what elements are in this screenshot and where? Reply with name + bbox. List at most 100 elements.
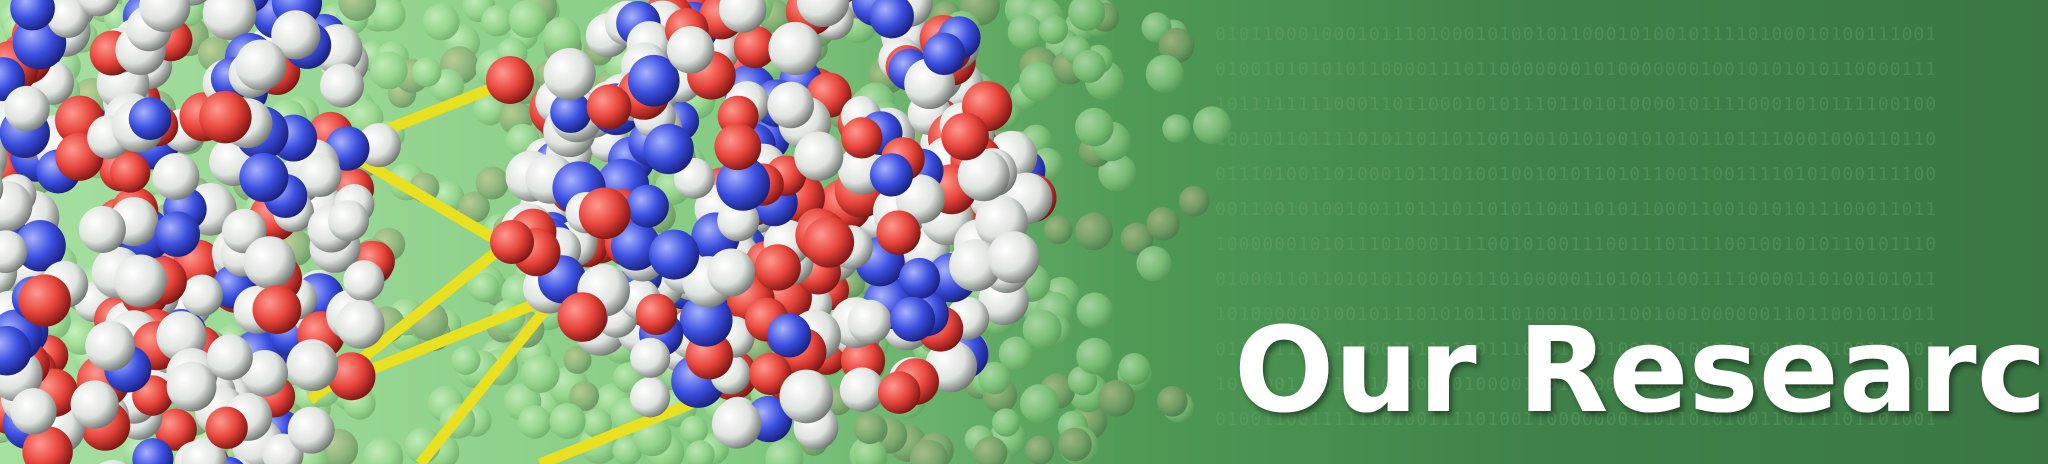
water-sphere — [1098, 379, 1135, 417]
atom — [899, 257, 941, 299]
atom — [327, 352, 376, 401]
atom — [4, 85, 50, 132]
binary-row: 0100101010101100001110110000000101000000… — [1215, 59, 1937, 80]
atom — [154, 211, 201, 257]
atom — [718, 0, 767, 33]
atom — [707, 248, 756, 297]
atom — [78, 206, 126, 253]
atom — [243, 236, 296, 289]
water-sphere — [371, 0, 406, 32]
water-sphere — [1178, 186, 1210, 217]
water-sphere — [1025, 435, 1055, 464]
atom — [288, 342, 337, 391]
atom — [635, 293, 678, 336]
atom — [679, 293, 733, 347]
atom — [139, 0, 191, 32]
water-sphere — [422, 3, 460, 41]
atom — [847, 299, 892, 344]
atom — [114, 254, 167, 308]
atom — [543, 48, 596, 101]
atom — [205, 406, 248, 450]
binary-row: 0111010011010001011101001001010110101100… — [1215, 164, 1937, 185]
water-sphere — [1193, 106, 1231, 145]
atom — [796, 0, 850, 27]
atom — [46, 0, 89, 38]
atom — [335, 300, 385, 349]
atom — [0, 180, 33, 232]
atom — [207, 334, 253, 381]
water-sphere — [518, 405, 552, 439]
water-sphere — [1157, 386, 1188, 417]
water-sphere — [1038, 14, 1069, 45]
water-sphere — [582, 408, 613, 439]
water-sphere — [992, 408, 1021, 437]
water-sphere — [1007, 14, 1044, 50]
binary-row: 1011111111000110110001010111011010100001… — [1215, 94, 1937, 115]
water-sphere — [909, 439, 949, 464]
binary-row: 1011001100100101001001000011011100010001… — [1215, 374, 1937, 395]
banner-title: Our Research — [1234, 301, 2048, 439]
water-sphere — [1146, 207, 1180, 241]
atom — [629, 377, 671, 418]
water-sphere — [1019, 384, 1060, 424]
atom — [841, 117, 883, 159]
water-sphere — [853, 438, 887, 464]
atom — [18, 274, 71, 327]
atom — [85, 320, 136, 371]
atom — [252, 285, 302, 335]
binary-row: 0100110011111101001111010011000000011011… — [1215, 409, 1937, 430]
atom — [241, 349, 289, 397]
atom — [14, 220, 66, 272]
atom — [10, 0, 55, 31]
atom — [110, 152, 151, 193]
atom — [876, 210, 921, 255]
binary-row: 0100011011010101100101110100000110100110… — [1215, 269, 1937, 290]
water-sphere — [1022, 309, 1062, 349]
water-sphere — [1145, 54, 1184, 93]
water-sphere — [481, 5, 513, 37]
atom — [877, 371, 921, 414]
atom — [152, 153, 200, 200]
atom — [343, 260, 385, 302]
atom — [627, 54, 680, 107]
water-sphere — [338, 0, 377, 22]
water-sphere — [853, 412, 886, 445]
atom — [768, 21, 822, 76]
water-sphere — [475, 166, 509, 200]
atom — [630, 337, 671, 378]
atom — [99, 460, 127, 464]
water-sphere — [563, 345, 592, 374]
atom — [839, 367, 885, 412]
atom — [202, 0, 257, 40]
atom — [586, 84, 632, 130]
atom — [610, 221, 661, 271]
atom — [957, 149, 1010, 202]
atom — [767, 81, 814, 129]
atom — [649, 229, 700, 280]
water-sphere — [470, 272, 500, 303]
water-sphere — [549, 402, 586, 439]
atom — [287, 406, 335, 454]
binary-row: 0101100010001011101000101001011000101001… — [1215, 24, 1937, 45]
water-sphere — [363, 437, 404, 464]
atom — [10, 388, 57, 435]
water-sphere — [1068, 0, 1106, 31]
water-sphere — [369, 51, 408, 90]
atom — [128, 97, 172, 140]
water-sphere — [685, 440, 715, 464]
atom — [70, 380, 119, 429]
atom — [733, 25, 777, 69]
atom — [154, 408, 197, 451]
atom — [0, 325, 32, 376]
water-sphere — [411, 57, 442, 87]
atom — [578, 187, 631, 240]
water-sphere — [1043, 215, 1073, 245]
water-sphere — [977, 361, 1011, 395]
atom — [78, 0, 119, 17]
atom — [490, 220, 534, 264]
atom — [557, 292, 608, 342]
water-sphere — [998, 336, 1034, 371]
atom — [22, 426, 73, 464]
water-sphere — [1162, 114, 1191, 143]
binary-row: 1001011011110101101101100100101010010101… — [1215, 129, 1937, 150]
